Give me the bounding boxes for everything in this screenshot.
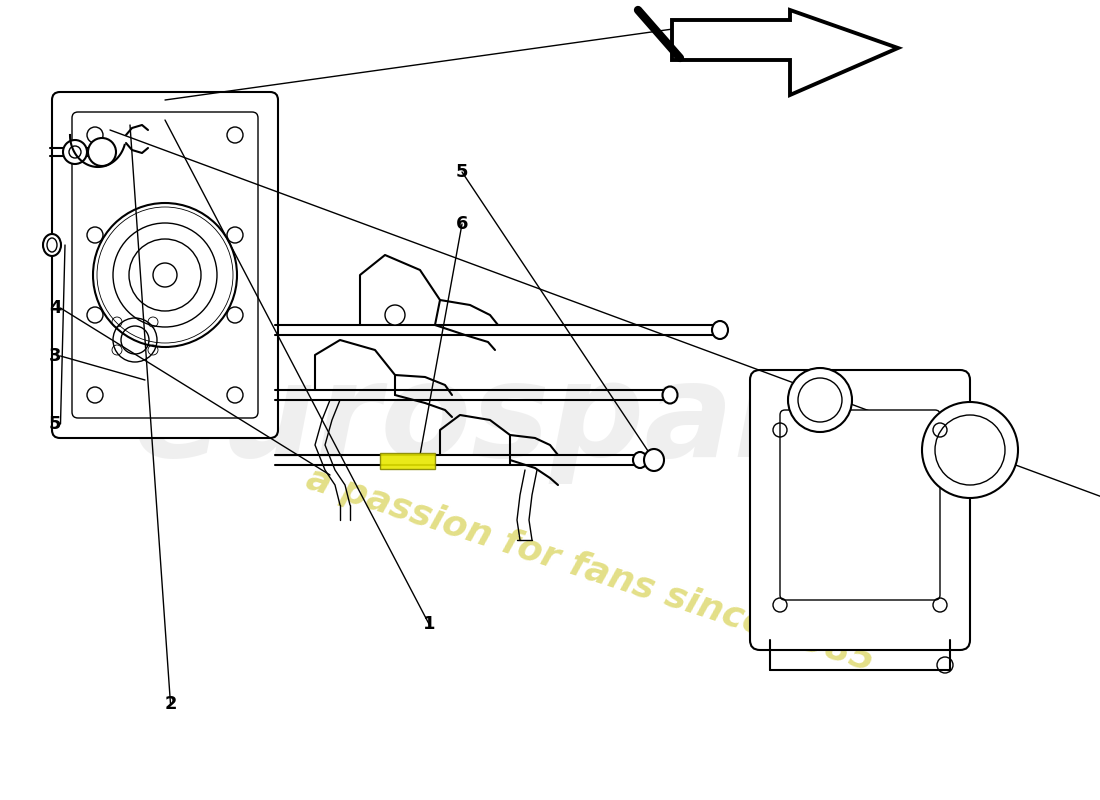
Circle shape [385,305,405,325]
Text: 4: 4 [48,299,62,317]
Circle shape [922,402,1018,498]
Circle shape [88,138,116,166]
Circle shape [788,368,853,432]
Text: eurospares: eurospares [133,357,967,483]
Bar [379,453,434,469]
Text: 1: 1 [422,615,436,633]
FancyBboxPatch shape [72,112,258,418]
FancyBboxPatch shape [52,92,278,438]
Polygon shape [672,10,898,95]
Text: 5: 5 [455,163,469,181]
Text: 3: 3 [48,347,62,365]
Text: 6: 6 [455,215,469,233]
Text: a passion for fans since 1985: a passion for fans since 1985 [301,462,879,678]
Text: 2: 2 [164,695,177,713]
Ellipse shape [43,234,60,256]
FancyBboxPatch shape [780,410,940,600]
Ellipse shape [632,452,647,468]
Text: 5: 5 [48,415,62,433]
Circle shape [63,140,87,164]
Ellipse shape [662,386,678,403]
FancyBboxPatch shape [750,370,970,650]
Ellipse shape [644,449,664,471]
Ellipse shape [712,321,728,339]
